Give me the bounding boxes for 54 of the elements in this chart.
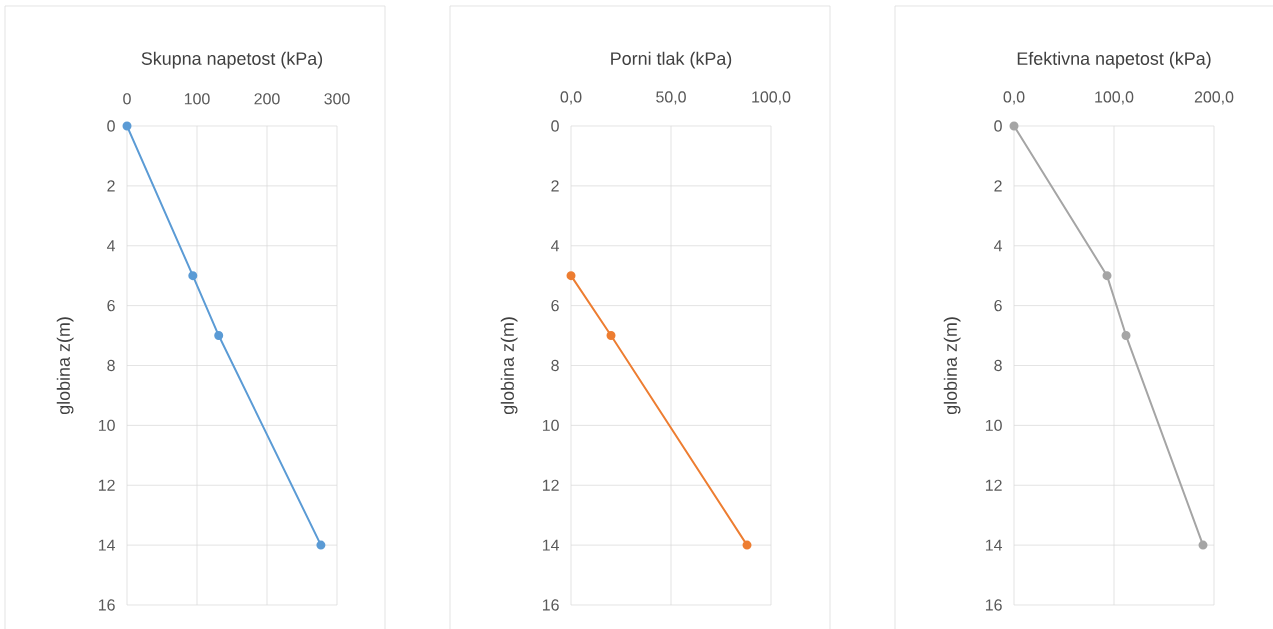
point	[1009, 121, 1019, 131]
x-tick-label: 200	[254, 93, 280, 105]
point	[1121, 331, 1131, 341]
y-tick-label: 8	[107, 359, 115, 372]
y-axis-title: globina z(m)	[500, 317, 518, 415]
point	[742, 540, 752, 550]
y-tick-label: 6	[994, 299, 1002, 312]
x-tick-label: 100,0	[752, 91, 791, 105]
point	[316, 540, 326, 550]
y-tick-label: 10	[542, 419, 559, 432]
y-axis-title: globina z(m)	[943, 317, 961, 415]
y-tick-label: 2	[551, 180, 559, 192]
y-tick-label: 4	[106, 240, 116, 252]
y-tick-label: 12	[542, 479, 559, 491]
y-tick-label: 0	[994, 120, 1002, 132]
y-tick-label: 12	[985, 479, 1002, 491]
y-tick-label: 14	[542, 539, 560, 551]
point	[1198, 540, 1208, 550]
y-tick-label: 10	[98, 419, 115, 432]
y-tick-label: 6	[107, 299, 115, 312]
point	[1102, 271, 1112, 281]
y-tick-label: 2	[107, 180, 115, 192]
point	[214, 331, 224, 341]
y-tick-label: 16	[542, 599, 559, 611]
x-tick-label: 50,0	[656, 91, 686, 105]
y-tick-label: 2	[994, 180, 1002, 192]
y-tick-label: 8	[551, 359, 559, 372]
x-tick-label: 0	[123, 93, 131, 105]
x-tick-label: 0,0	[1003, 91, 1025, 105]
point	[566, 271, 576, 281]
x-tick-label: 0,0	[560, 91, 582, 105]
x-tick-label: 200,0	[1194, 91, 1234, 105]
y-tick-label: 12	[98, 479, 115, 491]
point	[122, 121, 132, 131]
point	[606, 331, 616, 341]
x-axis-title: Efektivna napetost (kPa)	[1017, 51, 1211, 69]
y-tick-label: 16	[98, 599, 115, 611]
x-axis-title: Porni tlak (kPa)	[611, 51, 732, 69]
y-tick-label: 0	[551, 120, 559, 132]
y-tick-label: 8	[994, 359, 1002, 372]
y-tick-label: 4	[550, 240, 560, 252]
point	[188, 271, 198, 281]
y-tick-label: 0	[107, 120, 115, 132]
y-tick-label: 16	[985, 599, 1002, 611]
y-axis-title: globina z(m)	[56, 317, 74, 415]
y-tick-label: 14	[98, 539, 116, 551]
x-axis-title: Skupna napetost (kPa)	[141, 51, 323, 69]
x-tick-label: 300	[324, 93, 350, 105]
x-tick-label: 100	[184, 93, 210, 105]
x-tick-label: 100,0	[1095, 91, 1134, 105]
y-tick-label: 6	[551, 299, 559, 312]
y-tick-label: 14	[985, 539, 1003, 551]
y-tick-label: 10	[985, 419, 1002, 432]
y-tick-label: 4	[993, 240, 1003, 252]
